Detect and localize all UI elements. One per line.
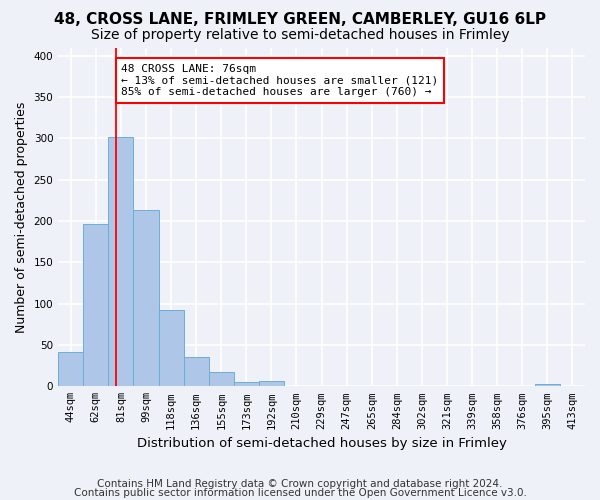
Bar [259,382,284,386]
Text: Contains HM Land Registry data © Crown copyright and database right 2024.: Contains HM Land Registry data © Crown c… [97,479,503,489]
Y-axis label: Number of semi-detached properties: Number of semi-detached properties [15,101,28,332]
Bar [184,358,209,386]
Bar [83,224,109,386]
Bar [234,382,259,386]
Bar [58,352,83,386]
Text: Size of property relative to semi-detached houses in Frimley: Size of property relative to semi-detach… [91,28,509,42]
Bar [158,310,184,386]
Bar [109,136,133,386]
Bar [209,372,234,386]
Text: 48 CROSS LANE: 76sqm
← 13% of semi-detached houses are smaller (121)
85% of semi: 48 CROSS LANE: 76sqm ← 13% of semi-detac… [121,64,439,97]
Bar [535,384,560,386]
Text: Contains public sector information licensed under the Open Government Licence v3: Contains public sector information licen… [74,488,526,498]
Bar [133,210,158,386]
X-axis label: Distribution of semi-detached houses by size in Frimley: Distribution of semi-detached houses by … [137,437,506,450]
Text: 48, CROSS LANE, FRIMLEY GREEN, CAMBERLEY, GU16 6LP: 48, CROSS LANE, FRIMLEY GREEN, CAMBERLEY… [54,12,546,28]
